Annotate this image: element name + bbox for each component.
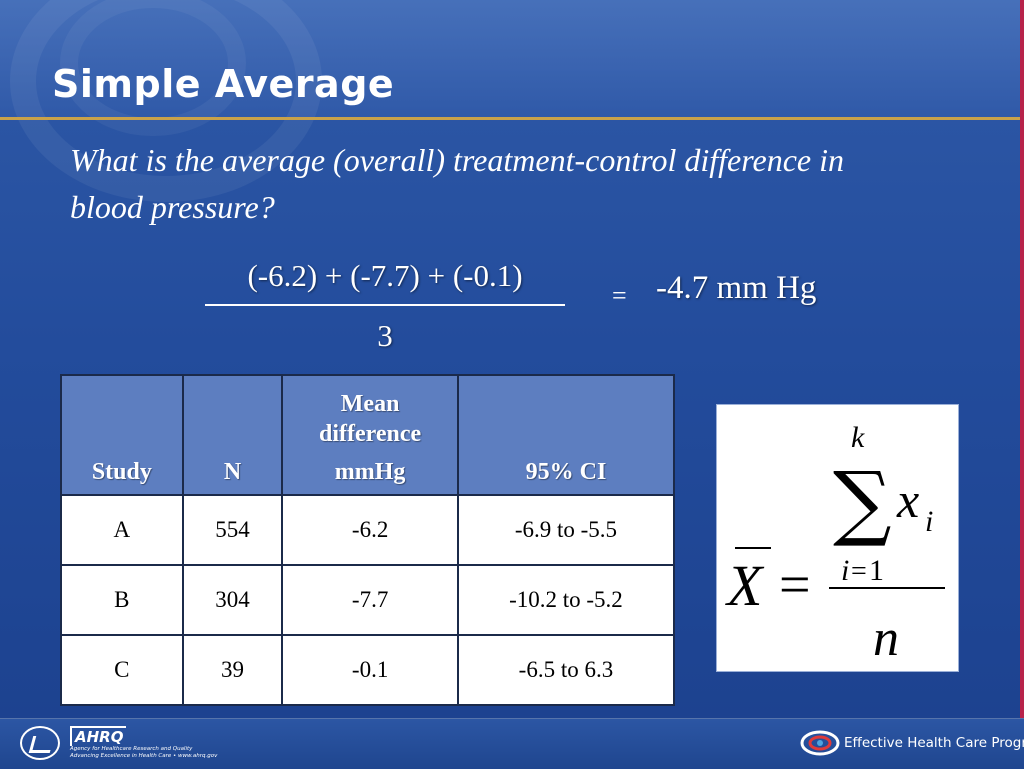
formula-upper-limit: k bbox=[851, 421, 865, 454]
formula-sum-symbol: ∑ bbox=[833, 455, 892, 550]
study-table: Study N Mean difference mmHg 95% CI A 55… bbox=[60, 374, 676, 706]
program-name: Effective Health Care Program bbox=[844, 735, 1024, 751]
header-ci: 95% CI bbox=[456, 374, 676, 496]
header-rule bbox=[0, 117, 1020, 120]
header-study: Study bbox=[60, 374, 184, 496]
ahrq-logo: AHRQ Agency for Healthcare Research and … bbox=[20, 724, 220, 764]
formula-term-subscript: i bbox=[925, 505, 933, 538]
header-mean-difference: Mean difference mmHg bbox=[281, 374, 459, 496]
cell-mean: -0.1 bbox=[281, 634, 459, 706]
table-row: B 304 -7.7 -10.2 to -5.2 bbox=[60, 564, 676, 636]
equation-result: -4.7 mm Hg bbox=[656, 270, 817, 306]
cell-n: 39 bbox=[181, 634, 284, 706]
fraction-bar bbox=[205, 304, 565, 306]
hhs-eagle-icon bbox=[20, 726, 60, 760]
formula-lhs: X bbox=[725, 553, 765, 618]
header-mean-unit: mmHg bbox=[334, 459, 406, 485]
ahrq-tagline-line2: Advancing Excellence in Health Care • ww… bbox=[70, 752, 218, 759]
equation-numerator: (-6.2) + (-7.7) + (-0.1) bbox=[247, 258, 523, 293]
table-header-row: Study N Mean difference mmHg 95% CI bbox=[60, 374, 676, 496]
equation-denominator: 3 bbox=[377, 318, 393, 353]
cell-ci: -6.5 to 6.3 bbox=[456, 634, 676, 706]
formula-term: x bbox=[896, 472, 919, 528]
formula-equals: = bbox=[779, 554, 811, 616]
ahrq-tagline-line1: Agency for Healthcare Research and Quali… bbox=[70, 746, 193, 752]
formula-lower-start: 1 bbox=[869, 554, 884, 587]
slide-title: Simple Average bbox=[52, 62, 395, 106]
cell-study: A bbox=[60, 494, 184, 566]
formula-box: k ∑ x i i = 1 X = n bbox=[716, 404, 959, 672]
cell-mean: -7.7 bbox=[281, 564, 459, 636]
header-n: N bbox=[181, 374, 284, 496]
cell-ci: -6.9 to -5.5 bbox=[456, 494, 676, 566]
formula-lower-index: i bbox=[841, 554, 849, 587]
footer-bar bbox=[0, 718, 1024, 769]
ahrq-tagline: Agency for Healthcare Research and Quali… bbox=[70, 746, 230, 759]
effective-health-care-logo: Effective Health Care Program bbox=[800, 727, 1024, 761]
slide-question: What is the average (overall) treatment-… bbox=[70, 142, 844, 225]
mean-formula: k ∑ x i i = 1 X = n bbox=[725, 421, 945, 667]
cell-ci: -10.2 to -5.2 bbox=[456, 564, 676, 636]
cell-study: C bbox=[60, 634, 184, 706]
cell-n: 554 bbox=[181, 494, 284, 566]
cell-mean: -6.2 bbox=[281, 494, 459, 566]
header-mean-label: Mean difference bbox=[319, 391, 422, 447]
ehc-swirl-icon bbox=[800, 730, 840, 756]
right-edge-accent bbox=[1020, 0, 1024, 768]
ahrq-name: AHRQ bbox=[70, 726, 127, 746]
cell-study: B bbox=[60, 564, 184, 636]
table-row: C 39 -0.1 -6.5 to 6.3 bbox=[60, 634, 676, 706]
formula-denominator: n bbox=[873, 610, 899, 667]
table-row: A 554 -6.2 -6.9 to -5.5 bbox=[60, 494, 676, 566]
formula-lower-equals: = bbox=[851, 556, 867, 587]
equation-equals: = bbox=[612, 281, 627, 310]
cell-n: 304 bbox=[181, 564, 284, 636]
